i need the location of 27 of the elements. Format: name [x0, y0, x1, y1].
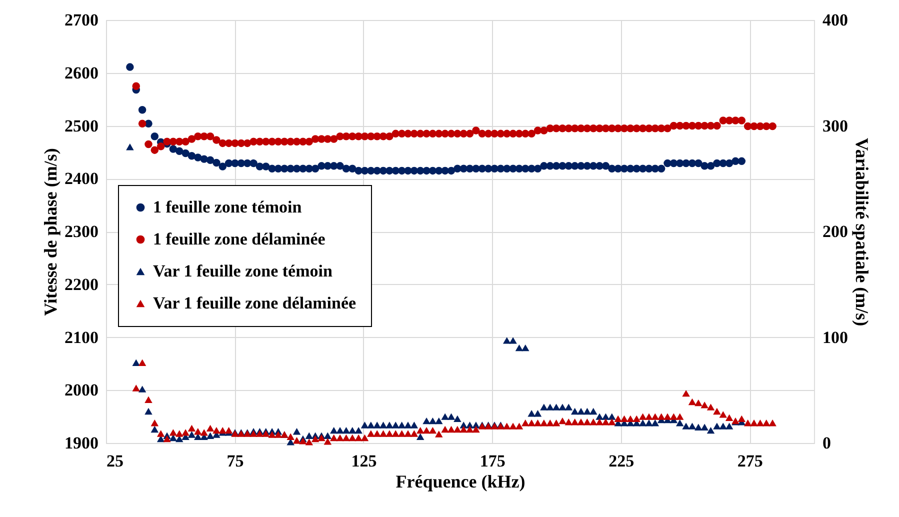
- x-tick-label: 25: [106, 452, 124, 470]
- x-tick-label: 225: [608, 452, 634, 470]
- y2-tick-label: 0: [822, 434, 831, 452]
- x-tick-label: 175: [480, 452, 506, 470]
- y-tick-label: 2100: [64, 328, 98, 347]
- x-tick-label: 275: [737, 452, 763, 470]
- legend-label: 1 feuille zone délaminée: [153, 230, 326, 248]
- y2-tick-label: 400: [822, 10, 848, 30]
- y-tick-label: 2200: [64, 274, 98, 294]
- y2-tick-label: 300: [822, 116, 848, 136]
- y2-tick-label: 100: [822, 328, 848, 347]
- legend-label: 1 feuille zone témoin: [153, 198, 302, 216]
- y2-axis-title: Variabilité spatiale (m/s): [852, 138, 872, 326]
- legend-label: Var 1 feuille zone délaminée: [153, 294, 356, 312]
- y-tick-label: 1900: [64, 434, 98, 452]
- legend-label: Var 1 feuille zone témoin: [153, 262, 333, 280]
- y-tick-label: 2000: [64, 380, 98, 400]
- y-axis-title: Vitesse de phase (m/s): [40, 148, 60, 316]
- y-tick-label: 2500: [64, 116, 98, 136]
- y-tick-label: 2400: [64, 169, 98, 188]
- x-tick-label: 125: [351, 452, 377, 470]
- y-tick-label: 2700: [64, 10, 98, 30]
- y-tick-label: 2600: [64, 63, 98, 82]
- x-tick-label: 75: [226, 452, 244, 470]
- x-axis-title: Fréquence (kHz): [396, 472, 526, 492]
- y-tick-label: 2300: [64, 222, 98, 241]
- y2-tick-label: 200: [822, 222, 848, 241]
